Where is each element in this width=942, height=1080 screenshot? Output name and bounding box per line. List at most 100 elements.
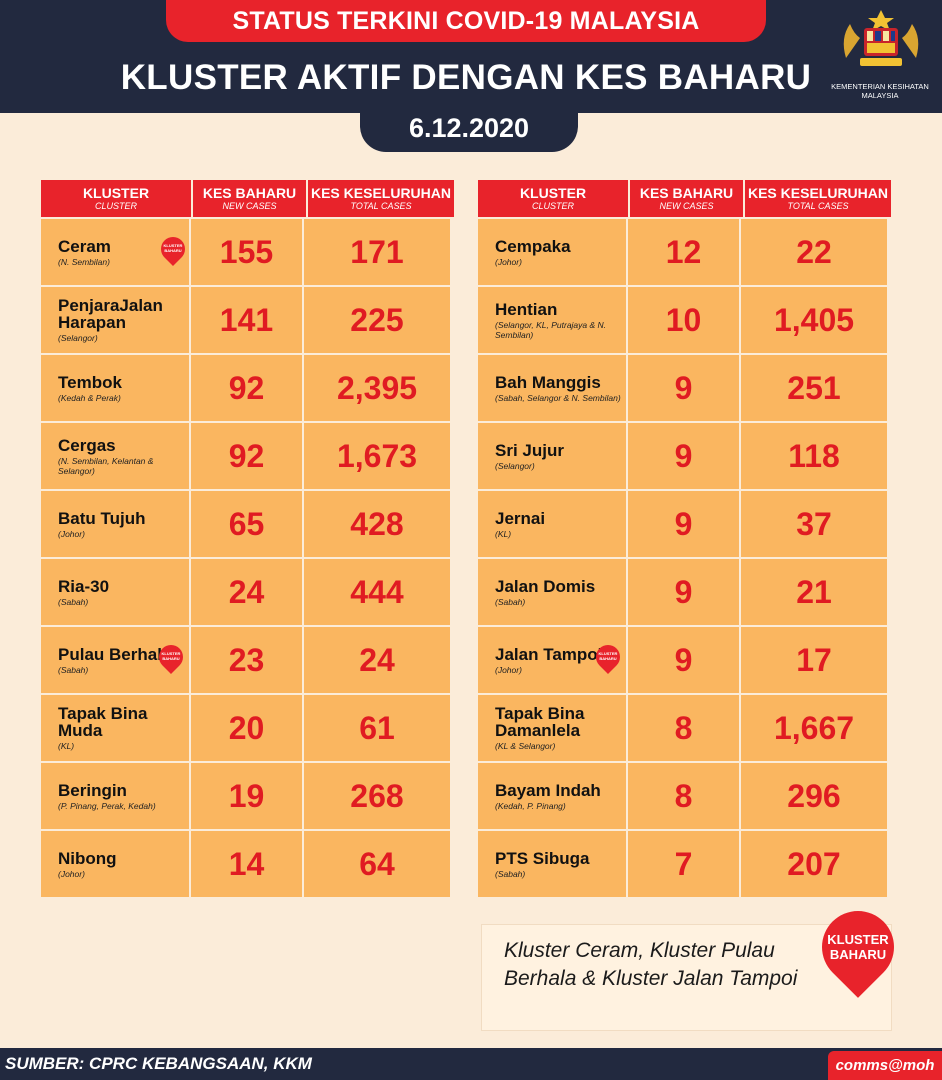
total-cases-value: 2,395	[304, 355, 450, 421]
status-title: STATUS TERKINI COVID-19 MALAYSIA	[166, 0, 766, 42]
total-cases-value: 64	[304, 831, 450, 897]
new-cases-value: 8	[628, 695, 741, 761]
cluster-table-right: KLUSTER CLUSTER KES BAHARU NEW CASES KES…	[478, 180, 891, 897]
table-header: KLUSTER CLUSTER KES BAHARU NEW CASES KES…	[478, 180, 891, 217]
header-new-cases: KES BAHARU NEW CASES	[193, 180, 308, 217]
total-cases-value: 17	[741, 627, 887, 693]
cluster-cell: Batu Tujuh (Johor)	[41, 491, 191, 557]
cluster-location: (KL & Selangor)	[495, 741, 556, 751]
cluster-location: (Johor)	[58, 528, 85, 539]
cluster-cell: Tembok (Kedah & Perak)	[41, 355, 191, 421]
table-row: Tapak Bina Damanlela (KL & Selangor) 8 1,66…	[478, 695, 891, 761]
table-row: Ria-30 (Sabah) 24 444	[41, 559, 454, 625]
cluster-name: Cempaka	[495, 236, 571, 256]
cluster-name: Cergas	[58, 435, 116, 455]
table-row: Jalan Domis (Sabah) 9 21	[478, 559, 891, 625]
cluster-location: (Sabah)	[58, 664, 89, 675]
cluster-name: Bah Manggis	[495, 372, 601, 392]
cluster-name: Nibong	[58, 848, 117, 868]
new-cases-value: 9	[628, 627, 741, 693]
total-cases-value: 444	[304, 559, 450, 625]
cluster-name: PenjaraJalan Harapan	[58, 296, 163, 332]
cluster-cell: Nibong (Johor)	[41, 831, 191, 897]
table-row: Sri Jujur (Selangor) 9 118	[478, 423, 891, 489]
table-row: Bah Manggis (Sabah, Selangor & N. Sembila…	[478, 355, 891, 421]
header-cluster: KLUSTER CLUSTER	[478, 180, 630, 217]
cluster-location: (Selangor)	[58, 333, 98, 343]
new-cases-value: 141	[191, 287, 304, 353]
cluster-name: Pulau Berhala	[58, 644, 172, 664]
total-cases-value: 296	[741, 763, 887, 829]
source-text: SUMBER: CPRC KEBANGSAAN, KKM	[5, 1054, 312, 1073]
cluster-location: (Johor)	[58, 868, 85, 879]
table-row: PTS Sibuga (Sabah) 7 207	[478, 831, 891, 897]
total-cases-value: 61	[304, 695, 450, 761]
cluster-cell: Pulau Berhala (Sabah) KLUSTER BAHARU	[41, 627, 191, 693]
new-cases-value: 12	[628, 219, 741, 285]
cluster-cell: Ria-30 (Sabah)	[41, 559, 191, 625]
new-cluster-badge-icon: KLUSTER BAHARU	[154, 640, 188, 675]
cluster-name: Sri Jujur	[495, 440, 564, 460]
cluster-location: (P. Pinang, Perak, Kedah)	[58, 800, 156, 811]
new-cases-value: 9	[628, 423, 741, 489]
cluster-cell: Ceram (N. Sembilan) KLUSTER BAHARU	[41, 219, 191, 285]
new-cluster-badge-icon: KLUSTER BAHARU	[591, 640, 625, 675]
cluster-cell: Hentian (Selangor, KL, Putrajaya & N. Sem…	[478, 287, 628, 353]
coat-of-arms-icon	[843, 10, 919, 66]
new-cases-value: 24	[191, 559, 304, 625]
cluster-table-left: KLUSTER CLUSTER KES BAHARU NEW CASES KES…	[41, 180, 454, 897]
total-cases-value: 225	[304, 287, 450, 353]
cluster-name: Tapak Bina Damanlela	[495, 704, 585, 740]
cluster-location: (N. Sembilan)	[58, 256, 110, 267]
cluster-location: (KL)	[58, 741, 75, 751]
new-cases-value: 23	[191, 627, 304, 693]
new-cases-value: 14	[191, 831, 304, 897]
cluster-cell: Bah Manggis (Sabah, Selangor & N. Sembila…	[478, 355, 628, 421]
main-title: KLUSTER AKTIF DENGAN KES BAHARU	[120, 58, 812, 97]
header-total-cases: KES KESELURUHAN TOTAL CASES	[310, 184, 451, 211]
table-row: Pulau Berhala (Sabah) KLUSTER BAHARU 23 24	[41, 627, 454, 693]
table-row: Ceram (N. Sembilan) KLUSTER BAHARU 155 171	[41, 219, 454, 285]
date-label: 6.12.2020	[360, 108, 578, 152]
new-cases-value: 92	[191, 355, 304, 421]
new-cases-value: 92	[191, 423, 304, 489]
new-cases-value: 9	[628, 355, 741, 421]
cluster-location: (Sabah, Selangor & N. Sembilan)	[495, 392, 621, 403]
header-cluster: KLUSTER CLUSTER	[41, 180, 193, 217]
cluster-cell: Tapak Bina Muda (KL)	[41, 695, 191, 761]
table-row: Batu Tujuh (Johor) 65 428	[41, 491, 454, 557]
cluster-cell: Bayam Indah (Kedah, P. Pinang)	[478, 763, 628, 829]
cluster-name: PTS Sibuga	[495, 848, 590, 868]
cluster-location: (Johor)	[495, 664, 522, 675]
table-row: PenjaraJalan Harapan (Selangor) 141 225	[41, 287, 454, 353]
legend-text: Kluster Ceram, Kluster Pulau Berhala & K…	[504, 939, 798, 990]
cluster-name: Batu Tujuh	[58, 508, 146, 528]
cluster-name: Jalan Tampoi	[495, 644, 603, 664]
table-header: KLUSTER CLUSTER KES BAHARU NEW CASES KES…	[41, 180, 454, 217]
total-cases-value: 207	[741, 831, 887, 897]
table-row: Cergas (N. Sembilan, Kelantan & Selangor)…	[41, 423, 454, 489]
new-cases-value: 155	[191, 219, 304, 285]
cluster-cell: PenjaraJalan Harapan (Selangor)	[41, 287, 191, 353]
cluster-cell: Cempaka (Johor)	[478, 219, 628, 285]
cluster-location: (Sabah)	[495, 868, 526, 879]
ministry-name: KEMENTERIAN KESIHATAN MALAYSIA	[831, 82, 929, 100]
new-cases-value: 10	[628, 287, 741, 353]
cluster-location: (Kedah & Perak)	[58, 392, 121, 403]
cluster-cell: Jalan Tampoi (Johor) KLUSTER BAHARU	[478, 627, 628, 693]
cluster-cell: PTS Sibuga (Sabah)	[478, 831, 628, 897]
new-cluster-badge-icon: KLUSTER BAHARU	[156, 232, 190, 267]
new-cases-value: 7	[628, 831, 741, 897]
new-cases-value: 19	[191, 763, 304, 829]
cluster-name: Hentian	[495, 299, 558, 319]
cluster-location: (N. Sembilan, Kelantan & Selangor)	[58, 455, 154, 476]
cluster-location: (Selangor, KL, Putrajaya & N. Sembilan)	[495, 319, 607, 340]
cluster-cell: Tapak Bina Damanlela (KL & Selangor)	[478, 695, 628, 761]
cluster-location: (Johor)	[495, 256, 522, 267]
header-bar: STATUS TERKINI COVID-19 MALAYSIA KLUSTER…	[0, 0, 942, 113]
cluster-name: Jernai	[495, 508, 546, 528]
header-new-cases: KES BAHARU NEW CASES	[630, 180, 745, 217]
new-cases-value: 9	[628, 491, 741, 557]
total-cases-value: 171	[304, 219, 450, 285]
cluster-cell: Cergas (N. Sembilan, Kelantan & Selangor)	[41, 423, 191, 489]
